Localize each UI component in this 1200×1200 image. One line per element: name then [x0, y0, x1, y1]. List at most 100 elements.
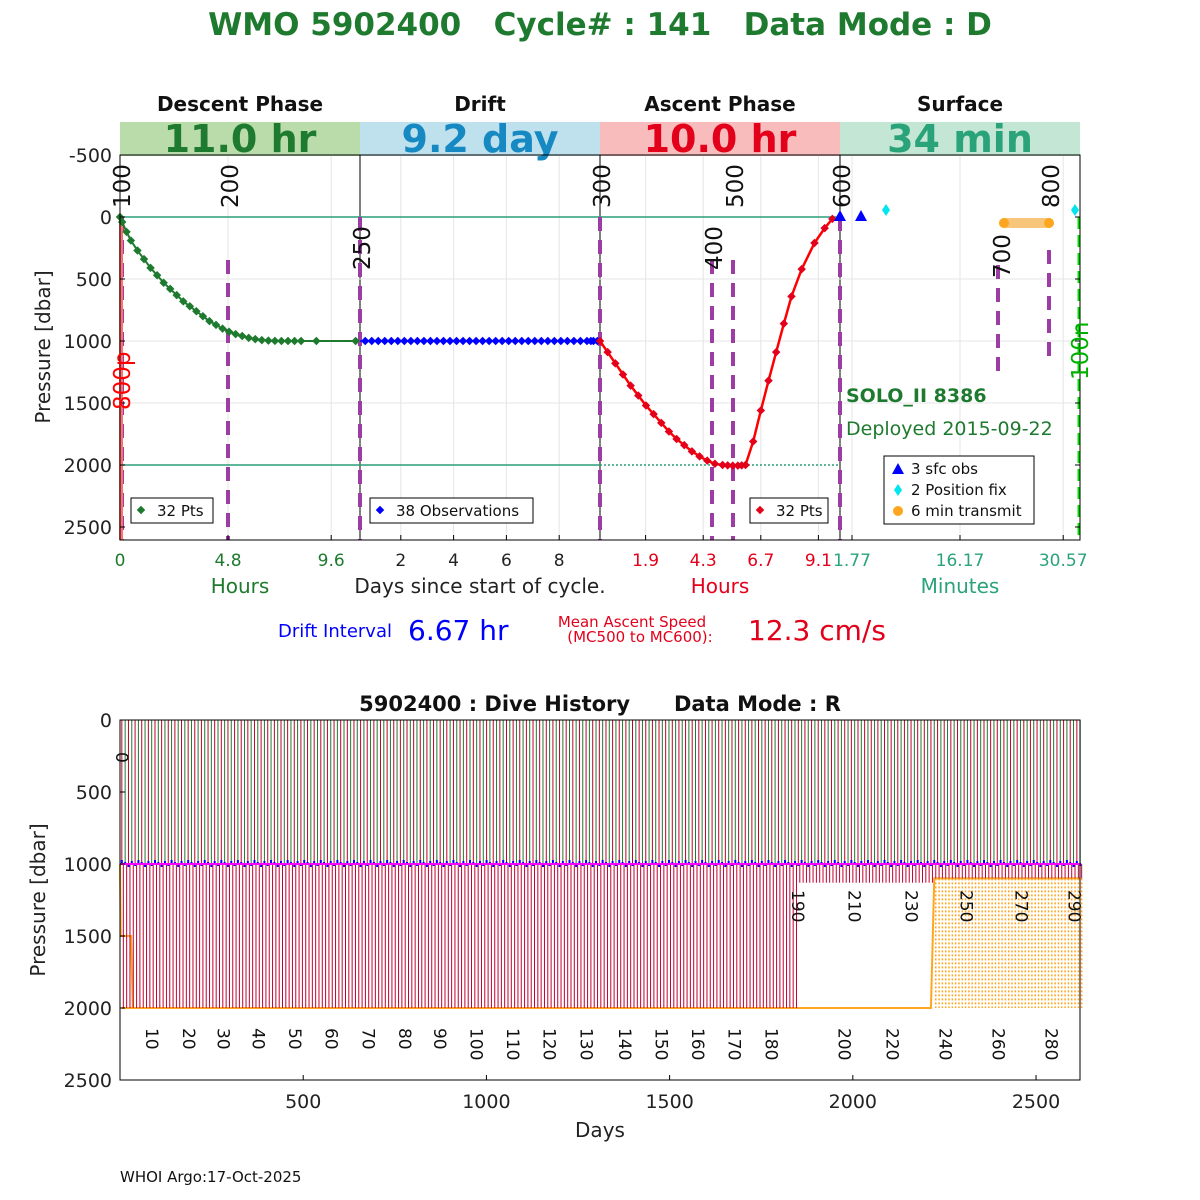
drift-point	[380, 336, 390, 346]
drift-point	[296, 861, 299, 864]
drift-point	[528, 861, 531, 864]
drift-point	[120, 860, 123, 863]
drift-point	[1042, 861, 1045, 864]
drift-point	[445, 336, 455, 346]
history-cycle-label: 120	[539, 1028, 559, 1060]
drift-point	[1075, 861, 1078, 864]
ascent-point	[723, 461, 732, 470]
drift-point	[611, 861, 614, 864]
descent-legend-label: 32 Pts	[157, 502, 204, 520]
drift-point	[445, 861, 448, 864]
drift-point	[147, 861, 150, 864]
descent-point	[165, 284, 175, 294]
history-cycle-label: 0	[111, 752, 131, 763]
dive-history-x-axis: 500 1000 1500 2000 2500	[285, 1075, 1060, 1113]
drift-point	[197, 861, 200, 864]
history-y-tick-label: 500	[76, 782, 112, 804]
cycle-x-axis: 0 4.8 9.6 Hours 2 4 6 8 Days since start of cycl…	[115, 535, 1088, 598]
drift-point	[823, 864, 826, 867]
drift-point	[774, 864, 777, 867]
drift-point	[213, 861, 216, 864]
ascent-point	[748, 437, 758, 446]
drift-point	[127, 864, 130, 867]
ascent-speed-label-1: Mean Ascent Speed	[558, 613, 706, 631]
drift-point	[568, 860, 571, 863]
phase-3-tick-label: 30.57	[1039, 551, 1088, 571]
drift-point	[760, 861, 763, 864]
drift-point	[810, 861, 813, 864]
ascent-point	[657, 418, 666, 428]
drift-legend-box	[369, 497, 534, 524]
phase-duration-1: 9.2 day	[402, 117, 559, 161]
pressure-tick-label: 1500	[64, 393, 112, 415]
phase-2-tick-label: 6.7	[747, 551, 774, 571]
surface-legend-swatch	[893, 506, 903, 516]
history-cycle-label: 100	[465, 1028, 485, 1060]
mc-label: 800	[1039, 164, 1065, 208]
drift-point	[578, 861, 581, 864]
drift-point	[413, 336, 422, 346]
drift-point	[906, 864, 909, 867]
drift-point	[236, 860, 239, 863]
drift-legend-swatch	[375, 505, 385, 515]
drift-point	[840, 864, 843, 867]
drift-point	[883, 860, 886, 863]
ascent-point	[618, 370, 628, 379]
ascent-point	[611, 359, 620, 368]
dive-history-xlabel: Days	[575, 1118, 625, 1142]
drift-point	[707, 864, 710, 867]
history-cycle-label: 130	[575, 1028, 595, 1060]
descent-point	[277, 336, 286, 346]
drift-point	[432, 336, 442, 346]
descent-point	[251, 334, 260, 344]
drift-point	[1049, 860, 1052, 863]
descent-point	[257, 335, 267, 345]
drift-point	[900, 860, 903, 863]
drift-point	[1055, 864, 1058, 867]
descent-point	[172, 290, 181, 300]
drift-point	[618, 860, 621, 863]
descent-point	[218, 324, 227, 333]
drift-point	[439, 336, 448, 346]
surface-legend-swatch	[892, 463, 904, 474]
drift-point	[471, 336, 481, 346]
drift-point	[393, 336, 403, 346]
ascent-point	[756, 406, 766, 415]
history-cycle-label: 10	[141, 1028, 161, 1050]
ascent-point	[603, 347, 612, 357]
drift-point	[601, 860, 604, 863]
drift-point	[561, 861, 564, 864]
drift-point	[1009, 861, 1012, 864]
drift-point	[525, 864, 528, 867]
drift-point	[674, 864, 677, 867]
drift-point	[1065, 860, 1068, 863]
history-cycle-label: 20	[178, 1028, 198, 1050]
drift-point	[691, 864, 694, 867]
phase-1-tick-label: 2	[395, 551, 406, 571]
drift-point	[624, 864, 627, 867]
history-cycle-label: 30	[213, 1028, 233, 1050]
drift-point	[230, 861, 233, 864]
phase-band-1	[360, 122, 600, 156]
dive-history-y-axis: 0 500 1000 1500 2000 2500	[64, 710, 125, 1092]
drift-point	[1006, 864, 1009, 867]
drift-point	[475, 864, 478, 867]
ascent-point	[687, 447, 697, 456]
drift-point	[130, 861, 133, 864]
drift-point	[976, 861, 979, 864]
drift-point	[757, 864, 760, 867]
float-label: SOLO_II 8386	[846, 385, 987, 407]
drift-point	[313, 861, 316, 864]
drift-point	[956, 864, 959, 867]
history-y-tick-label: 2500	[64, 1070, 112, 1092]
descent-point	[152, 271, 162, 280]
history-cycle-label: 240	[934, 1028, 954, 1060]
drift-point	[518, 860, 521, 863]
drift-point	[137, 860, 140, 863]
ascent-point	[779, 319, 789, 328]
drift-point	[966, 860, 969, 863]
drift-point	[484, 336, 494, 346]
history-cycle-label: 160	[687, 1028, 707, 1060]
drift-point	[949, 860, 952, 863]
